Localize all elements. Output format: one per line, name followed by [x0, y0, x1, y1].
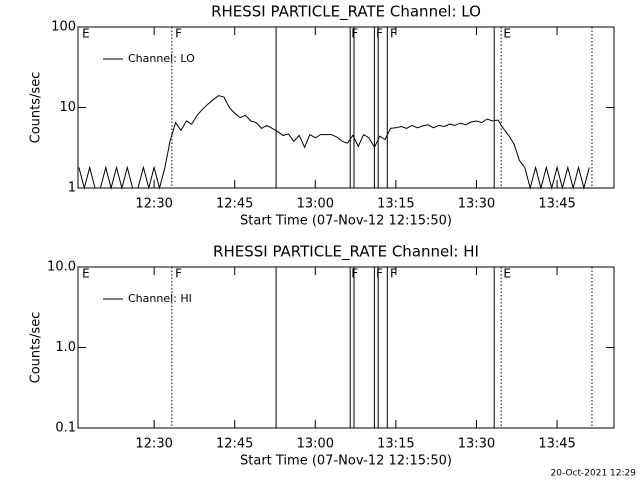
chart-title: RHESSI PARTICLE_RATE Channel: LO — [211, 3, 481, 22]
x-tick-label: 13:00 — [297, 437, 334, 452]
flag-label: F — [175, 27, 182, 41]
y-axis-label: Counts/sec — [29, 72, 44, 144]
x-axis-label: Start Time (07-Nov-12 12:15:50) — [240, 454, 452, 469]
x-tick-label: 12:30 — [135, 437, 172, 452]
x-tick-label: 13:00 — [297, 197, 334, 212]
legend-label: Channel: HI — [128, 292, 192, 305]
y-tick-label: 0.1 — [55, 421, 76, 436]
y-axis-label: Counts/sec — [29, 312, 44, 384]
y-tick-label: 10.0 — [47, 260, 76, 275]
flag-label: E — [82, 267, 90, 281]
flag-label: F — [351, 27, 358, 41]
x-tick-label: 13:15 — [377, 197, 414, 212]
flag-label: E — [503, 267, 511, 281]
flag-label: F — [351, 267, 358, 281]
y-tick-label: 10 — [59, 100, 76, 115]
flag-label: E — [82, 27, 90, 41]
x-tick-label: 12:45 — [216, 197, 253, 212]
x-tick-label: 13:45 — [538, 437, 575, 452]
y-tick-label: 1 — [68, 181, 76, 196]
x-tick-label: 12:45 — [216, 437, 253, 452]
footer: 20-Oct-2021 12:29 — [551, 469, 637, 479]
flag-label: E — [503, 27, 511, 41]
flag-label: F — [390, 27, 397, 41]
x-tick-label: 13:30 — [458, 197, 495, 212]
flag-label: F — [376, 267, 383, 281]
x-tick-label: 13:15 — [377, 437, 414, 452]
chart-title: RHESSI PARTICLE_RATE Channel: HI — [213, 243, 479, 262]
legend-label: Channel: LO — [128, 52, 195, 65]
x-axis-label: Start Time (07-Nov-12 12:15:50) — [240, 214, 452, 229]
x-tick-label: 13:30 — [458, 437, 495, 452]
x-tick-label: 13:45 — [538, 197, 575, 212]
y-tick-label: 100 — [51, 20, 76, 35]
y-tick-label: 1.0 — [55, 340, 76, 355]
data-line — [78, 95, 590, 190]
flag-label: F — [390, 267, 397, 281]
flag-label: F — [376, 27, 383, 41]
x-tick-label: 12:30 — [135, 197, 172, 212]
flag-label: F — [175, 267, 182, 281]
